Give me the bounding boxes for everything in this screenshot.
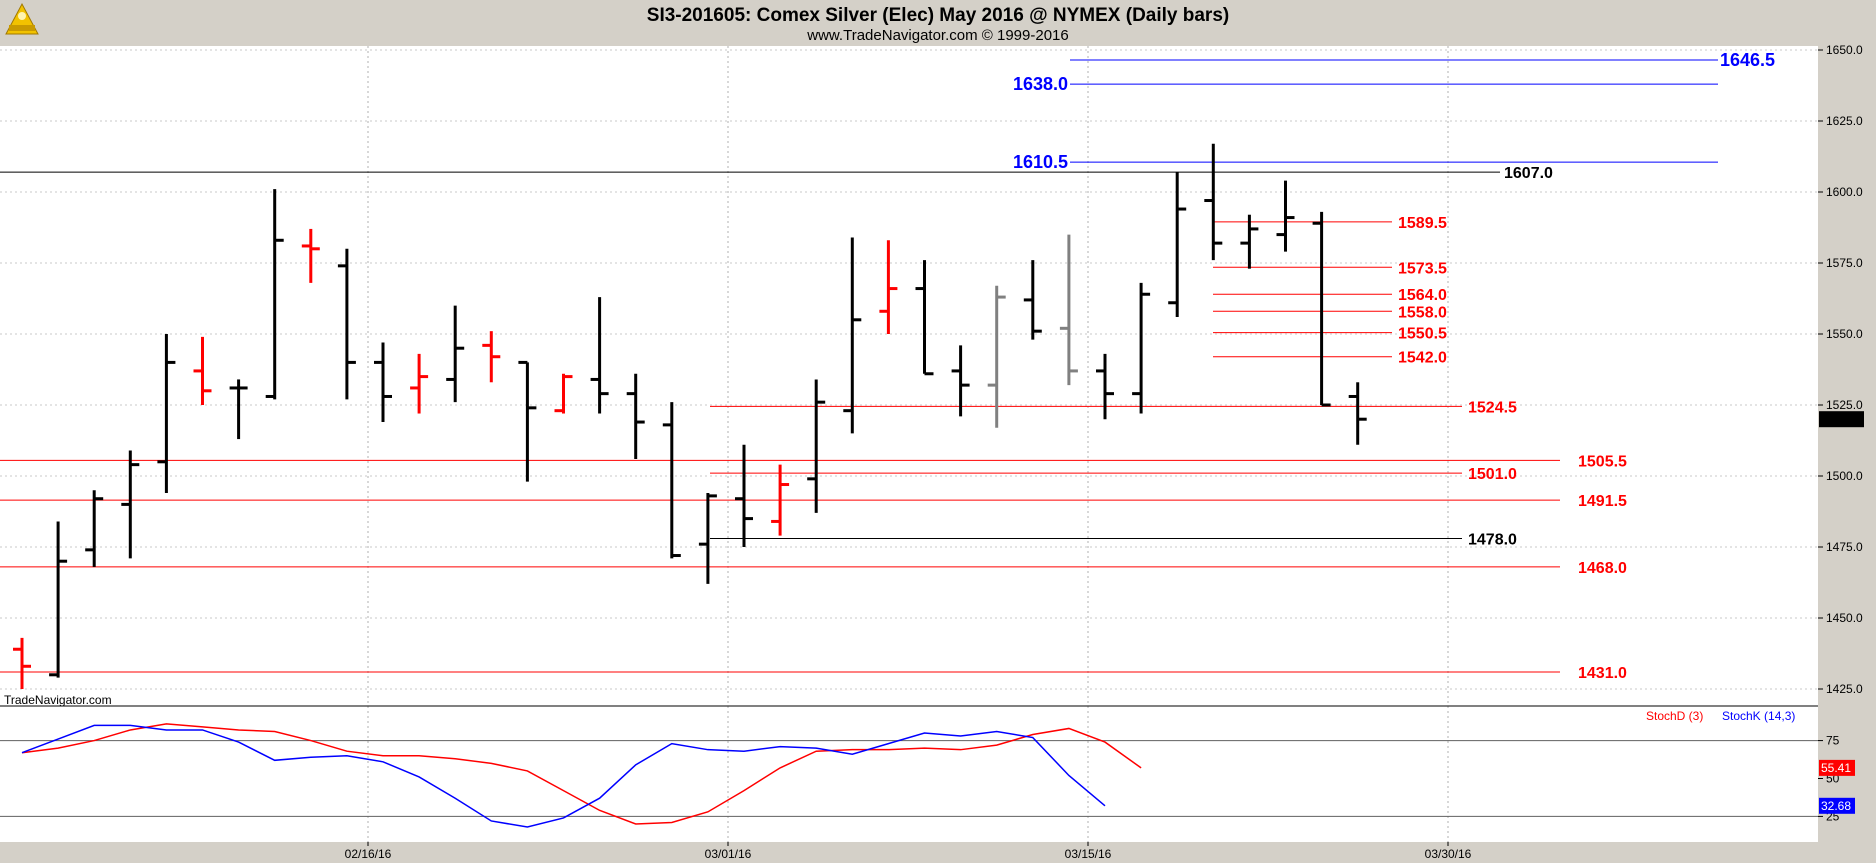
ohlc-bar <box>518 360 537 482</box>
stoch-last-marker <box>1819 759 1855 776</box>
level-label: 1478.0 <box>1468 531 1517 548</box>
price-axis-label: 1625.0 <box>1826 114 1863 128</box>
ohlc-bar <box>590 297 609 414</box>
stoch-d-line <box>21 723 1142 825</box>
ohlc-bar <box>265 189 284 400</box>
ohlc-bar <box>301 228 320 283</box>
stoch-last-label: 32.68 <box>1821 799 1851 813</box>
ohlc-bar <box>1276 180 1295 252</box>
stochastic-panel: StochD (3) StochK (14,3) <box>0 709 1818 828</box>
ohlc-bar <box>1240 214 1259 269</box>
level-label: 1646.5 <box>1720 50 1775 70</box>
ohlc-bar <box>337 248 356 400</box>
level-label: 1558.0 <box>1398 304 1447 321</box>
ohlc-bar <box>410 353 429 414</box>
ohlc-bar <box>446 305 465 403</box>
axes: 1425.0 1450.0 1475.0 1500.0 1525.0 1550.0 1575… <box>0 43 1876 863</box>
ohlc-bar <box>157 334 176 494</box>
price-axis-label: 1575.0 <box>1826 256 1863 270</box>
level-label: 1589.5 <box>1398 215 1447 232</box>
ohlc-bar <box>626 373 645 459</box>
price-axis-label: 1600.0 <box>1826 185 1863 199</box>
price-axis-label: 1450.0 <box>1826 611 1863 625</box>
date-axis-background <box>0 842 1818 863</box>
ohlc-bar <box>1204 143 1223 261</box>
level-label: 1491.5 <box>1578 493 1627 510</box>
price-axis-label: 1500.0 <box>1826 469 1863 483</box>
watermark-text: TradeNavigator.com <box>4 693 112 707</box>
ohlc-bar <box>1023 260 1042 340</box>
price-axis-label: 1425.0 <box>1826 682 1863 696</box>
ohlc-bar <box>987 285 1006 428</box>
last-price-marker <box>1819 411 1864 428</box>
last-price-label: 1520.0 <box>1822 412 1859 426</box>
ohlc-bar <box>193 336 212 405</box>
date-axis-label: 03/01/16 <box>705 847 752 861</box>
stoch-d-legend: StochD (3) <box>1646 709 1703 723</box>
ohlc-bar <box>735 444 753 547</box>
ohlc-bar <box>1348 382 1367 445</box>
level-label: 1468.0 <box>1578 560 1627 577</box>
chart-title: SI3-201605: Comex Silver (Elec) May 2016… <box>647 5 1229 26</box>
ohlc-bar <box>1312 211 1331 407</box>
level-label: 1501.0 <box>1468 466 1517 483</box>
ohlc-bar <box>662 402 681 559</box>
date-axis-label: 03/30/16 <box>1425 847 1472 861</box>
ohlc-bar <box>554 373 573 414</box>
level-label: 1431.0 <box>1578 665 1627 682</box>
level-label: 1573.5 <box>1398 260 1447 277</box>
stoch-last-label: 55.41 <box>1821 761 1851 775</box>
level-label: 1524.5 <box>1468 399 1517 416</box>
level-label: 1638.0 <box>1013 74 1068 94</box>
date-axis-label: 03/15/16 <box>1065 847 1112 861</box>
ohlc-bar <box>1059 234 1078 386</box>
price-axis-label: 1650.0 <box>1826 43 1863 57</box>
price-axis-label: 1525.0 <box>1826 398 1863 412</box>
stoch-k-legend: StochK (14,3) <box>1722 709 1795 723</box>
stoch-last-marker <box>1819 797 1855 814</box>
ohlc-bar <box>771 464 790 536</box>
ohlc-bar <box>1168 172 1187 317</box>
level-label: 1505.5 <box>1578 453 1627 470</box>
ohlc-bar <box>121 450 140 559</box>
price-levels: 1646.5 1638.0 1610.5 1607.0 1589.5 1573.5 1564… <box>0 50 1775 682</box>
price-bars <box>13 143 1367 689</box>
ohlc-bar <box>229 379 248 440</box>
stoch-k-line <box>21 724 1106 828</box>
level-label: 1610.5 <box>1013 152 1068 172</box>
ohlc-bar <box>698 493 717 584</box>
chart-subtitle: www.TradeNavigator.com © 1999-2016 <box>806 27 1068 44</box>
ohlc-bar <box>1132 282 1151 414</box>
price-axis-background <box>1818 46 1876 863</box>
price-axis-label: 1550.0 <box>1826 327 1863 341</box>
level-label: 1542.0 <box>1398 350 1447 367</box>
ohlc-bar <box>951 345 970 417</box>
chart-header: SI3-201605: Comex Silver (Elec) May 2016… <box>0 0 1876 46</box>
level-label: 1564.0 <box>1398 287 1447 304</box>
ohlc-bar <box>85 490 104 567</box>
ohlc-bar <box>13 637 31 689</box>
ohlc-bar <box>1096 353 1114 420</box>
ohlc-bar <box>915 260 934 376</box>
level-label: 1607.0 <box>1504 165 1553 182</box>
trade-navigator-logo-icon <box>5 2 39 35</box>
ohlc-bar <box>374 342 392 423</box>
ohlc-bar <box>807 379 826 513</box>
ohlc-bar <box>482 331 501 383</box>
ohlc-bar <box>843 237 862 434</box>
ohlc-bar <box>49 521 68 678</box>
date-axis-label: 02/16/16 <box>345 847 392 861</box>
ohlc-bar <box>879 240 898 334</box>
stoch-axis-label: 75 <box>1826 734 1840 748</box>
header-background <box>0 0 1876 46</box>
grid <box>0 46 1818 842</box>
price-axis-label: 1475.0 <box>1826 540 1863 554</box>
level-label: 1550.5 <box>1398 326 1447 343</box>
